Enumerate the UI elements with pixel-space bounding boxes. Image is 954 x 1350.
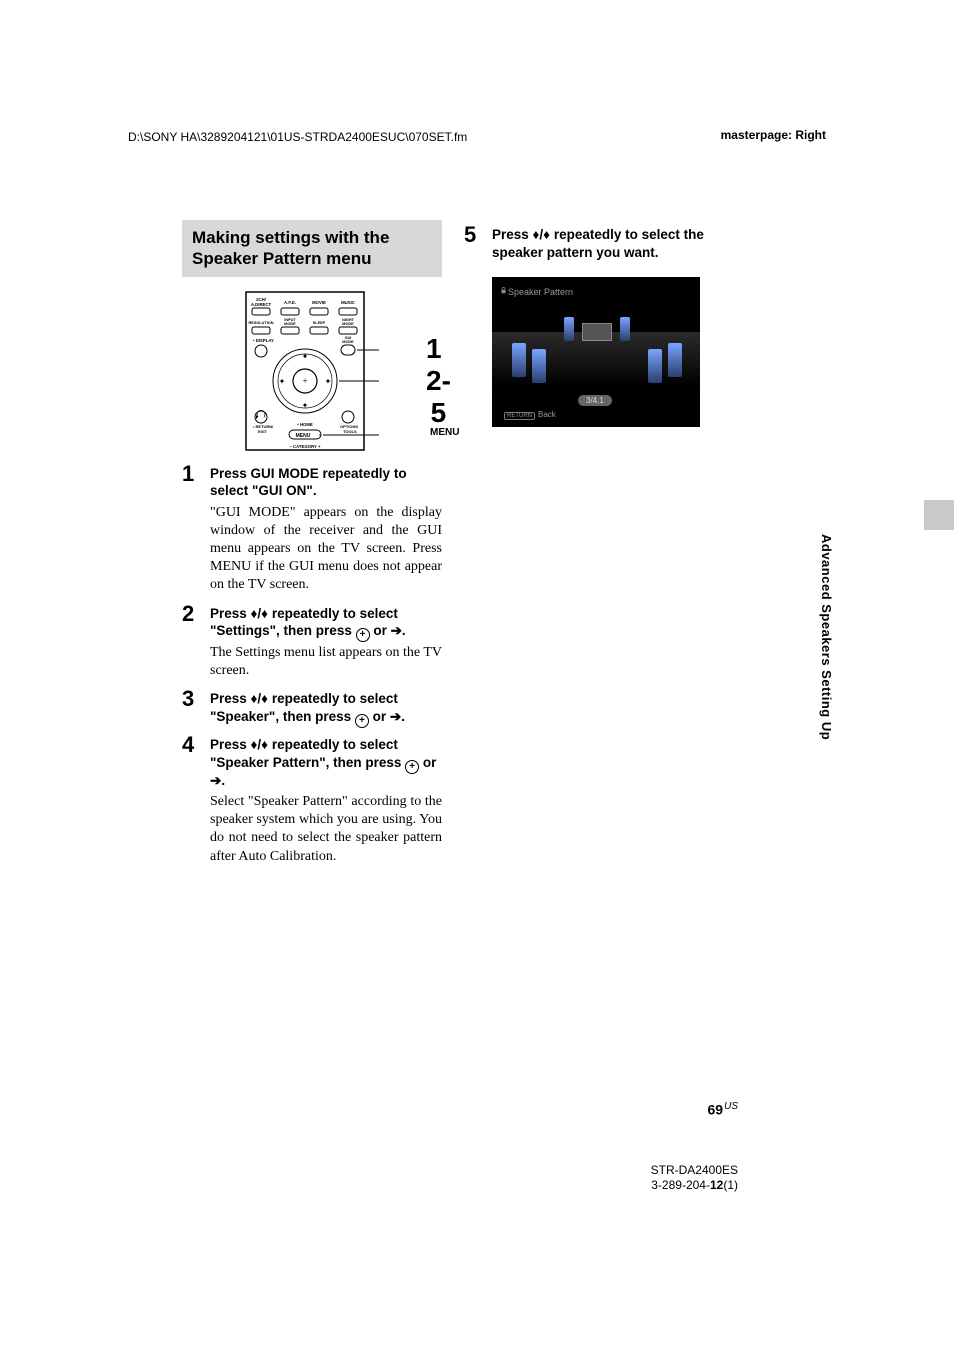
- left-column: Making settings with the Speaker Pattern…: [182, 220, 442, 876]
- tv-screenshot: Speaker Pattern 3/4.1 RETURNBack: [492, 277, 700, 427]
- side-section-label: Advanced Speakers Setting Up: [819, 534, 834, 740]
- svg-text:• HOME: • HOME: [297, 422, 313, 427]
- tv-back-label: RETURNBack: [504, 410, 556, 420]
- step-3: 3 Press ♦/♦ repeatedly to select "Speake…: [182, 690, 442, 726]
- tv-title: Speaker Pattern: [508, 287, 573, 297]
- svg-text:EXIT: EXIT: [258, 429, 267, 434]
- svg-text:– CATEGORY +: – CATEGORY +: [289, 444, 321, 449]
- svg-text:✦: ✦: [302, 352, 309, 361]
- step-body: The Settings menu list appears on the TV…: [210, 644, 442, 680]
- step-5: 5 Press ♦/♦ repeatedly to select the spe…: [464, 226, 744, 261]
- masterpage-label: masterpage: Right: [721, 128, 826, 142]
- step-2: 2 Press ♦/♦ repeatedly to select "Settin…: [182, 605, 442, 681]
- svg-text:MODE: MODE: [342, 340, 354, 344]
- svg-text:MUSIC: MUSIC: [341, 300, 355, 305]
- step-heading: Press ♦/♦ repeatedly to select "Speaker …: [210, 736, 442, 789]
- step-number: 1: [182, 461, 194, 487]
- svg-text:MOVIE: MOVIE: [312, 300, 326, 305]
- page-header: D:\SONY HA\3289204121\01US-STRDA2400ESUC…: [0, 128, 954, 146]
- steps-list: 1 Press GUI MODE repeatedly to select "G…: [182, 465, 442, 866]
- return-badge: RETURN: [504, 412, 535, 420]
- step-4: 4 Press ♦/♦ repeatedly to select "Speake…: [182, 736, 442, 866]
- pattern-badge: 3/4.1: [578, 395, 612, 406]
- diagram-callout-1: 1: [426, 333, 442, 365]
- speaker-back-left-icon: [532, 349, 546, 383]
- page-number: 69US: [708, 1101, 738, 1118]
- svg-text:A.F.D.: A.F.D.: [284, 300, 296, 305]
- step-heading: Press ♦/♦ repeatedly to select "Settings…: [210, 605, 442, 641]
- svg-text:MENU: MENU: [296, 433, 311, 439]
- step-number: 4: [182, 732, 194, 758]
- svg-text:MODE: MODE: [342, 322, 354, 326]
- step-number: 5: [464, 222, 476, 248]
- step-heading: Press ♦/♦ repeatedly to select "Speaker"…: [210, 690, 442, 726]
- svg-text:✦: ✦: [279, 377, 286, 386]
- speaker-back-right-icon: [648, 349, 662, 383]
- lock-icon: [500, 287, 507, 294]
- step-number: 3: [182, 686, 194, 712]
- right-column: 5 Press ♦/♦ repeatedly to select the spe…: [464, 220, 744, 427]
- diagram-callout-menu: MENU: [430, 427, 459, 438]
- step-number: 2: [182, 601, 194, 627]
- diagram-callout-2-5: 2-5: [426, 365, 451, 429]
- side-tab: [924, 500, 954, 530]
- svg-text:TOOLS: TOOLS: [343, 429, 357, 434]
- svg-text:✦: ✦: [325, 377, 332, 386]
- file-path: D:\SONY HA\3289204121\01US-STRDA2400ESUC…: [128, 130, 467, 144]
- model-number: STR-DA2400ES: [651, 1163, 738, 1179]
- remote-diagram: 2CH/ A.DIRECT A.F.D. MOVIE MUSIC RESOLUT…: [212, 291, 412, 451]
- speaker-surround-left-icon: [512, 343, 526, 377]
- svg-text:+: +: [302, 376, 307, 386]
- doc-number: 3-289-204-12(1): [651, 1178, 738, 1194]
- speaker-front-right-icon: [620, 317, 630, 341]
- step-1: 1 Press GUI MODE repeatedly to select "G…: [182, 465, 442, 595]
- step-body: Select "Speaker Pattern" according to th…: [210, 793, 442, 866]
- step-heading: Press GUI MODE repeatedly to select "GUI…: [210, 465, 442, 500]
- step-heading: Press ♦/♦ repeatedly to select the speak…: [492, 226, 744, 261]
- svg-text:RESOLUTION: RESOLUTION: [249, 321, 274, 325]
- svg-text:A.DIRECT: A.DIRECT: [251, 302, 272, 307]
- speaker-surround-right-icon: [668, 343, 682, 377]
- section-title: Making settings with the Speaker Pattern…: [182, 220, 442, 277]
- svg-text:✦: ✦: [302, 401, 309, 410]
- remote-svg: 2CH/ A.DIRECT A.F.D. MOVIE MUSIC RESOLUT…: [245, 291, 379, 451]
- tv-center-display: [582, 323, 612, 341]
- svg-text:MODE: MODE: [284, 322, 296, 326]
- footer: STR-DA2400ES 3-289-204-12(1): [651, 1163, 738, 1194]
- svg-text:SLEEP: SLEEP: [313, 321, 326, 325]
- svg-text:• DISPLAY: • DISPLAY: [253, 338, 274, 343]
- speaker-front-left-icon: [564, 317, 574, 341]
- step-body: "GUI MODE" appears on the display window…: [210, 504, 442, 595]
